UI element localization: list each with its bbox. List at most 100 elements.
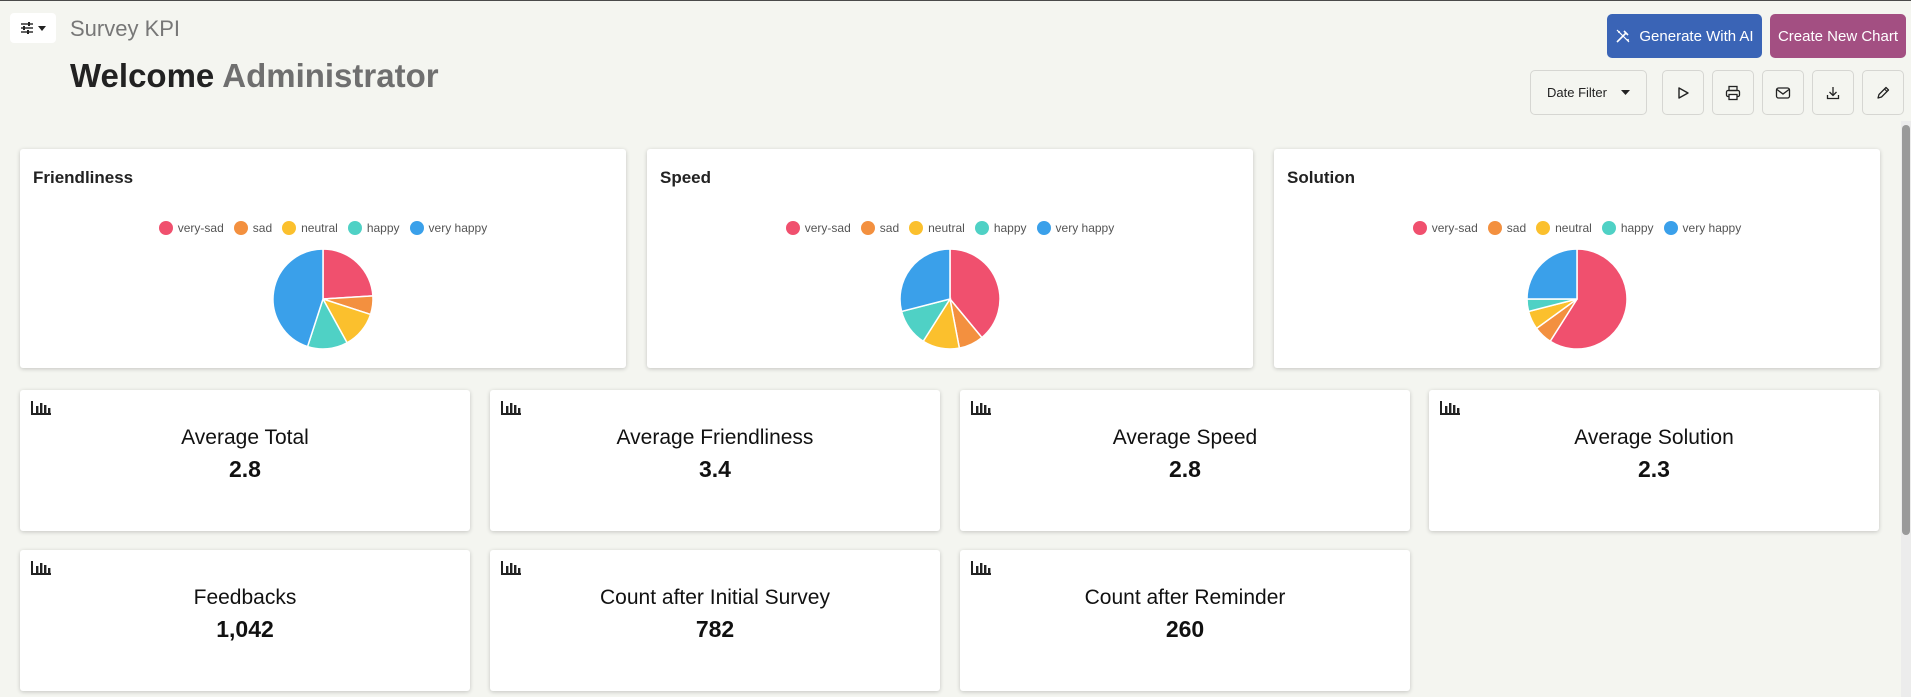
legend-label: neutral [928, 221, 965, 235]
legend-swatch [1601, 221, 1616, 235]
kpi-value: 782 [695, 616, 735, 642]
legend-label: happy [993, 221, 1027, 235]
envelope-icon [1775, 86, 1791, 99]
create-new-chart-button[interactable]: Create New Chart [1770, 14, 1906, 58]
legend-label: very-sad [177, 221, 224, 235]
legend-item-very-sad[interactable]: very-sad [1412, 221, 1478, 235]
kpi-card-average-speed[interactable]: Average Speed 2.8 [960, 390, 1410, 531]
pie-slice-very-sad[interactable] [949, 248, 1001, 339]
page-title: Welcome Administrator [70, 57, 439, 95]
kpi-card-average-friendliness[interactable]: Average Friendliness 3.4 [490, 390, 940, 531]
legend-label: sad [1506, 221, 1527, 235]
kpi-card-average-solution[interactable]: Average Solution 2.3 [1429, 390, 1879, 531]
legend-item-happy[interactable]: happy [974, 221, 1027, 235]
download-button[interactable] [1812, 70, 1854, 115]
kpi-value: 2.8 [229, 456, 261, 482]
legend-label: neutral [1555, 221, 1592, 235]
legend-swatch [282, 221, 297, 235]
legend-swatch [233, 221, 248, 235]
kpi-card-feedbacks[interactable]: Feedbacks 1,042 [20, 550, 470, 691]
legend-swatch [1036, 221, 1051, 235]
legend-label: very happy [1682, 221, 1742, 235]
legend-swatch [158, 221, 173, 235]
legend-item-very-happy[interactable]: very happy [1663, 221, 1742, 235]
legend-label: sad [879, 221, 900, 235]
kpi-card-average-total[interactable]: Average Total 2.8 [20, 390, 470, 531]
bar-chart-icon [31, 561, 51, 575]
kpi-value: 2.3 [1638, 456, 1670, 482]
caret-down-icon [1620, 90, 1630, 95]
bar-chart-icon [501, 561, 521, 575]
chart-title: Solution [1287, 168, 1355, 187]
pie-slice-very-happy[interactable] [272, 248, 324, 348]
kpi-card-count-initial-survey[interactable]: Count after Initial Survey 782 [490, 550, 940, 691]
kpi-card-count-after-reminder[interactable]: Count after Reminder 260 [960, 550, 1410, 691]
legend-item-neutral[interactable]: neutral [1536, 221, 1592, 235]
pie-slice-very-happy[interactable] [1526, 248, 1578, 300]
legend-swatch [974, 221, 989, 235]
menu-toggle-button[interactable] [10, 13, 56, 43]
edit-button[interactable] [1862, 70, 1904, 115]
bar-chart-icon [971, 401, 991, 415]
legend-swatch [1536, 221, 1551, 235]
legend-swatch [1487, 221, 1502, 235]
legend-item-very-sad[interactable]: very-sad [785, 221, 851, 235]
chart-legend: very-sad sad neutral happy very happy [1274, 221, 1880, 235]
welcome-word: Welcome [70, 57, 215, 94]
friendliness-chart-card: Friendliness very-sad sad neutral happy … [20, 149, 626, 368]
chart-legend: very-sad sad neutral happy very happy [647, 221, 1253, 235]
kpi-value: 2.8 [1169, 456, 1201, 482]
caret-down-icon [38, 25, 46, 31]
generate-with-ai-label: Generate With AI [1639, 27, 1754, 45]
download-icon [1826, 86, 1840, 99]
legend-label: very-sad [804, 221, 851, 235]
chart-title: Friendliness [33, 168, 134, 187]
pencil-icon [1877, 86, 1890, 99]
speed-pie-chart [899, 248, 1001, 350]
print-button[interactable] [1712, 70, 1754, 115]
legend-label: sad [252, 221, 273, 235]
kpi-label: Average Speed [1112, 426, 1258, 449]
bar-chart-icon [971, 561, 991, 575]
printer-icon [1725, 85, 1741, 100]
sliders-icon [21, 22, 33, 34]
pie-slice-very-sad[interactable] [322, 248, 374, 300]
legend-item-happy[interactable]: happy [347, 221, 400, 235]
legend-item-neutral[interactable]: neutral [909, 221, 965, 235]
solution-pie-chart [1526, 248, 1628, 350]
legend-swatch [409, 221, 424, 235]
legend-item-very-sad[interactable]: very-sad [158, 221, 224, 235]
legend-label: very-sad [1431, 221, 1478, 235]
legend-item-sad[interactable]: sad [860, 221, 900, 235]
legend-item-neutral[interactable]: neutral [282, 221, 338, 235]
legend-item-very-happy[interactable]: very happy [409, 221, 488, 235]
kpi-label: Average Total [181, 426, 309, 449]
legend-label: very happy [428, 221, 488, 235]
legend-swatch [785, 221, 800, 235]
pie-slice-very-happy[interactable] [899, 248, 951, 313]
legend-label: happy [1620, 221, 1654, 235]
email-button[interactable] [1762, 70, 1804, 115]
legend-item-very-happy[interactable]: very happy [1036, 221, 1115, 235]
date-filter-dropdown[interactable]: Date Filter [1530, 70, 1647, 115]
legend-label: happy [366, 221, 400, 235]
role-name: Administrator [222, 57, 439, 94]
play-icon [1678, 86, 1689, 99]
play-button[interactable] [1662, 70, 1704, 115]
legend-swatch [860, 221, 875, 235]
chart-title: Speed [660, 168, 712, 187]
legend-label: very happy [1055, 221, 1115, 235]
legend-item-happy[interactable]: happy [1601, 221, 1654, 235]
kpi-label: Average Friendliness [616, 426, 814, 449]
generate-with-ai-button[interactable]: Generate With AI [1607, 14, 1762, 58]
kpi-label: Count after Initial Survey [600, 586, 830, 609]
pie-slice-very-sad[interactable] [1549, 248, 1628, 350]
friendliness-pie-chart [272, 248, 374, 350]
bar-chart-icon [31, 401, 51, 415]
legend-swatch [909, 221, 924, 235]
legend-swatch [347, 221, 362, 235]
scrollbar-thumb[interactable] [1902, 125, 1910, 535]
legend-item-sad[interactable]: sad [1487, 221, 1527, 235]
legend-item-sad[interactable]: sad [233, 221, 273, 235]
legend-swatch [1663, 221, 1678, 235]
